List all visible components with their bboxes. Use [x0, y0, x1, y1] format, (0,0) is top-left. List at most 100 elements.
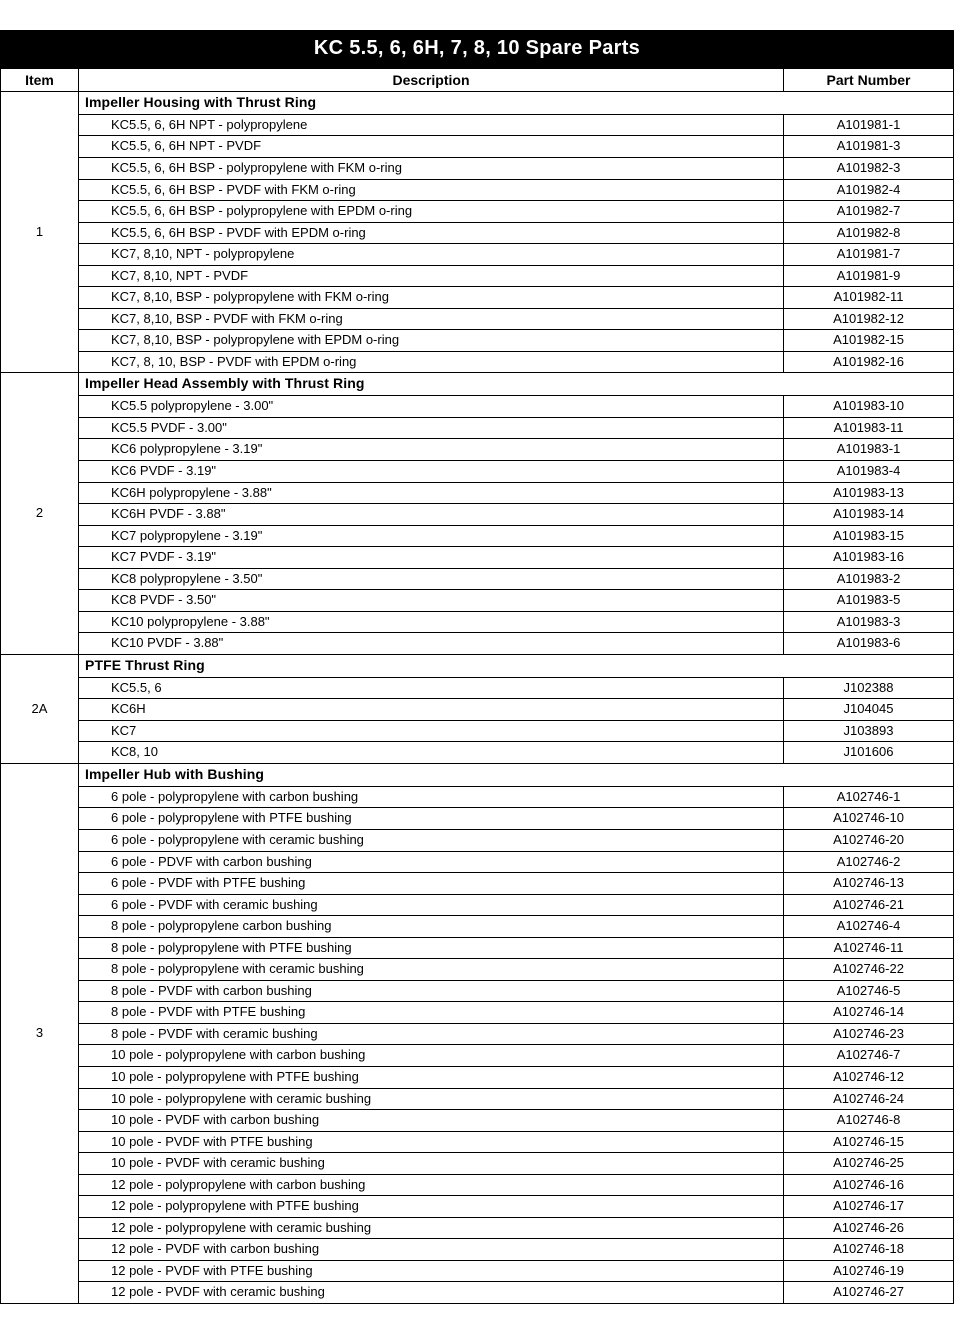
part-number-cell: A102746-26 — [784, 1217, 954, 1239]
description-cell: KC7 PVDF - 3.19" — [79, 547, 784, 569]
table-row: KC5.5, 6, 6H NPT - PVDFA101981-3 — [1, 136, 954, 158]
table-row: KC7 polypropylene - 3.19"A101983-15 — [1, 525, 954, 547]
table-row: KC7 PVDF - 3.19"A101983-16 — [1, 547, 954, 569]
part-number-cell: A101983-4 — [784, 460, 954, 482]
description-cell: KC8, 10 — [79, 742, 784, 764]
table-row: KC8 polypropylene - 3.50"A101983-2 — [1, 568, 954, 590]
description-cell: KC7, 8,10, BSP - polypropylene with FKM … — [79, 287, 784, 309]
table-row: 6 pole - polypropylene with PTFE bushing… — [1, 808, 954, 830]
table-row: KC10 polypropylene - 3.88"A101983-3 — [1, 611, 954, 633]
description-cell: 10 pole - polypropylene with PTFE bushin… — [79, 1066, 784, 1088]
part-number-cell: A102746-11 — [784, 937, 954, 959]
part-number-cell: A101983-13 — [784, 482, 954, 504]
description-cell: KC6 PVDF - 3.19" — [79, 460, 784, 482]
description-cell: 12 pole - polypropylene with PTFE bushin… — [79, 1196, 784, 1218]
item-cell: 1 — [1, 92, 79, 373]
part-number-cell: A102746-16 — [784, 1174, 954, 1196]
description-cell: KC5.5 PVDF - 3.00" — [79, 417, 784, 439]
part-number-cell: A102746-1 — [784, 786, 954, 808]
part-number-cell: A102746-20 — [784, 829, 954, 851]
table-title: KC 5.5, 6, 6H, 7, 8, 10 Spare Parts — [1, 31, 954, 69]
part-number-cell: A102746-21 — [784, 894, 954, 916]
table-row: KC5.5, 6, 6H BSP - polypropylene with FK… — [1, 157, 954, 179]
table-row: KC8, 10J101606 — [1, 742, 954, 764]
part-number-cell: A102746-22 — [784, 959, 954, 981]
part-number-cell: A101983-1 — [784, 439, 954, 461]
description-cell: KC5.5 polypropylene - 3.00" — [79, 396, 784, 418]
table-row: 8 pole - PVDF with PTFE bushingA102746-1… — [1, 1002, 954, 1024]
table-row: 12 pole - PVDF with ceramic bushingA1027… — [1, 1282, 954, 1304]
table-row: KC5.5 polypropylene - 3.00"A101983-10 — [1, 396, 954, 418]
description-cell: 8 pole - PVDF with ceramic bushing — [79, 1023, 784, 1045]
table-row: KC7, 8,10, BSP - polypropylene with EPDM… — [1, 330, 954, 352]
part-number-cell: A101982-15 — [784, 330, 954, 352]
group-header: PTFE Thrust Ring — [79, 654, 954, 677]
table-row: 12 pole - polypropylene with PTFE bushin… — [1, 1196, 954, 1218]
description-cell: 6 pole - PVDF with ceramic bushing — [79, 894, 784, 916]
part-number-cell: A101982-4 — [784, 179, 954, 201]
group-header: Impeller Hub with Bushing — [79, 763, 954, 786]
part-number-cell: A102746-23 — [784, 1023, 954, 1045]
table-row: 6 pole - polypropylene with carbon bushi… — [1, 786, 954, 808]
group-header: Impeller Housing with Thrust Ring — [79, 92, 954, 115]
table-row: KC6 PVDF - 3.19"A101983-4 — [1, 460, 954, 482]
description-cell: KC7, 8,10, BSP - PVDF with FKM o-ring — [79, 308, 784, 330]
table-row: 12 pole - polypropylene with carbon bush… — [1, 1174, 954, 1196]
table-row: KC5.5, 6, 6H BSP - polypropylene with EP… — [1, 201, 954, 223]
part-number-cell: A101983-6 — [784, 633, 954, 655]
description-cell: KC10 PVDF - 3.88" — [79, 633, 784, 655]
description-cell: 8 pole - polypropylene carbon bushing — [79, 916, 784, 938]
table-row: 12 pole - PVDF with carbon bushingA10274… — [1, 1239, 954, 1261]
description-cell: KC7, 8, 10, BSP - PVDF with EPDM o-ring — [79, 351, 784, 373]
part-number-cell: A102746-24 — [784, 1088, 954, 1110]
part-number-cell: A101982-8 — [784, 222, 954, 244]
part-number-cell: A102746-15 — [784, 1131, 954, 1153]
part-number-cell: A101982-3 — [784, 157, 954, 179]
description-cell: KC7 polypropylene - 3.19" — [79, 525, 784, 547]
description-cell: 8 pole - PVDF with carbon bushing — [79, 980, 784, 1002]
description-cell: KC10 polypropylene - 3.88" — [79, 611, 784, 633]
part-number-cell: A101983-10 — [784, 396, 954, 418]
part-number-cell: A102746-2 — [784, 851, 954, 873]
description-cell: KC6 polypropylene - 3.19" — [79, 439, 784, 461]
table-row: 6 pole - PVDF with PTFE bushingA102746-1… — [1, 873, 954, 895]
part-number-cell: A101983-15 — [784, 525, 954, 547]
part-number-cell: A101981-7 — [784, 244, 954, 266]
part-number-cell: A101981-3 — [784, 136, 954, 158]
description-cell: 12 pole - polypropylene with ceramic bus… — [79, 1217, 784, 1239]
table-row: 8 pole - polypropylene with PTFE bushing… — [1, 937, 954, 959]
group-header: Impeller Head Assembly with Thrust Ring — [79, 373, 954, 396]
description-cell: KC5.5, 6, 6H NPT - polypropylene — [79, 114, 784, 136]
description-cell: 12 pole - PVDF with carbon bushing — [79, 1239, 784, 1261]
table-row: 10 pole - polypropylene with ceramic bus… — [1, 1088, 954, 1110]
column-header-item: Item — [1, 69, 79, 92]
description-cell: KC5.5, 6, 6H BSP - polypropylene with EP… — [79, 201, 784, 223]
description-cell: KC5.5, 6, 6H BSP - polypropylene with FK… — [79, 157, 784, 179]
table-row: 8 pole - polypropylene carbon bushingA10… — [1, 916, 954, 938]
table-row: 8 pole - polypropylene with ceramic bush… — [1, 959, 954, 981]
description-cell: KC6H PVDF - 3.88" — [79, 504, 784, 526]
table-row: KC7, 8,10, BSP - PVDF with FKM o-ringA10… — [1, 308, 954, 330]
description-cell: 6 pole - polypropylene with PTFE bushing — [79, 808, 784, 830]
part-number-cell: A102746-8 — [784, 1110, 954, 1132]
part-number-cell: A101981-1 — [784, 114, 954, 136]
part-number-cell: A102746-25 — [784, 1153, 954, 1175]
table-row: 12 pole - polypropylene with ceramic bus… — [1, 1217, 954, 1239]
part-number-cell: A102746-18 — [784, 1239, 954, 1261]
table-row: KC10 PVDF - 3.88"A101983-6 — [1, 633, 954, 655]
part-number-cell: A101982-16 — [784, 351, 954, 373]
description-cell: KC5.5, 6, 6H NPT - PVDF — [79, 136, 784, 158]
spare-parts-table: KC 5.5, 6, 6H, 7, 8, 10 Spare Parts Item… — [0, 30, 954, 1304]
description-cell: KC5.5, 6 — [79, 677, 784, 699]
description-cell: 8 pole - PVDF with PTFE bushing — [79, 1002, 784, 1024]
description-cell: 6 pole - polypropylene with carbon bushi… — [79, 786, 784, 808]
part-number-cell: A101983-2 — [784, 568, 954, 590]
part-number-cell: A102746-5 — [784, 980, 954, 1002]
description-cell: KC8 PVDF - 3.50" — [79, 590, 784, 612]
table-row: KC6HJ104045 — [1, 699, 954, 721]
part-number-cell: J102388 — [784, 677, 954, 699]
description-cell: 6 pole - PVDF with PTFE bushing — [79, 873, 784, 895]
part-number-cell: A102746-12 — [784, 1066, 954, 1088]
description-cell: 10 pole - polypropylene with ceramic bus… — [79, 1088, 784, 1110]
description-cell: 12 pole - polypropylene with carbon bush… — [79, 1174, 784, 1196]
